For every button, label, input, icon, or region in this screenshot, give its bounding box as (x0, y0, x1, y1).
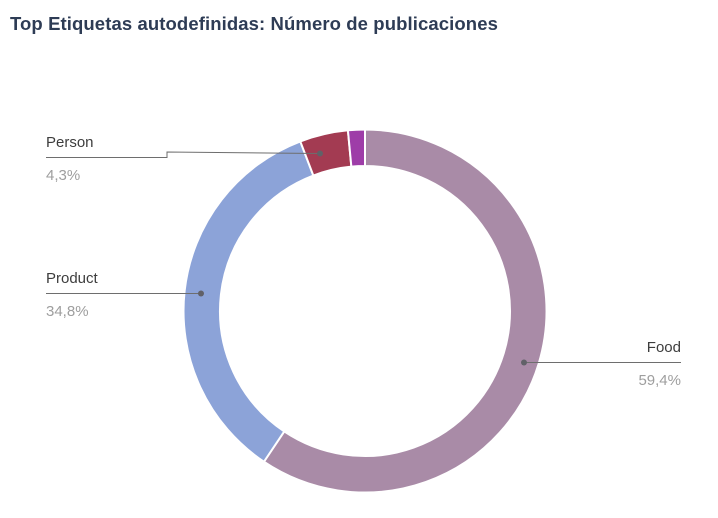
food-percent: 59,4% (638, 372, 681, 389)
chart-title: Top Etiquetas autodefinidas: Número de p… (10, 13, 498, 34)
donut-slice-unlabeled[interactable] (346, 128, 366, 168)
callout-person: Person 4,3% (46, 134, 323, 184)
product-leader-dot (198, 290, 204, 297)
callout-food: Food 59,4% (521, 339, 681, 389)
food-leader-dot (521, 359, 527, 366)
callout-product: Product 34,8% (46, 270, 204, 320)
person-label: Person (46, 134, 94, 151)
person-leader-dot (317, 150, 323, 157)
food-label: Food (647, 339, 681, 356)
donut-slices-group (182, 128, 548, 494)
person-percent: 4,3% (46, 167, 80, 184)
person-leader-line (46, 151, 321, 158)
product-percent: 34,8% (46, 303, 89, 320)
donut-slice-product[interactable] (182, 140, 315, 464)
product-label: Product (46, 270, 99, 287)
donut-slice-food[interactable] (262, 128, 548, 494)
